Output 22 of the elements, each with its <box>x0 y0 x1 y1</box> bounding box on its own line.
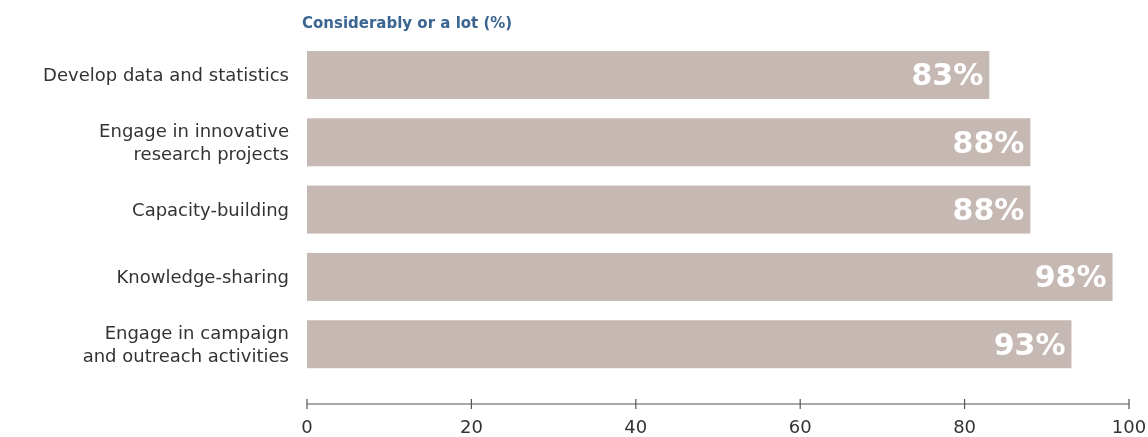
y-tick-label: Capacity-building <box>132 199 289 221</box>
x-tick-label: 40 <box>624 415 648 437</box>
data-label: 88% <box>952 192 1025 228</box>
bar <box>307 185 1031 234</box>
data-label: 88% <box>952 124 1025 160</box>
x-tick-label: 20 <box>459 415 483 437</box>
y-tick-label: Engage in campaign and outreach activities <box>82 322 289 367</box>
y-tick-label: Knowledge-sharing <box>116 266 289 288</box>
x-tick-label: 100 <box>1111 415 1147 437</box>
y-tick-label: Develop data and statistics <box>43 64 289 86</box>
bar <box>307 252 1113 301</box>
chart-title: Considerably or a lot (%) <box>302 14 513 32</box>
data-label: 83% <box>911 57 984 93</box>
y-tick-label: Engage in innovative research projects <box>99 120 289 165</box>
bar <box>307 320 1072 369</box>
bar <box>307 118 1031 167</box>
x-tick-label: 0 <box>301 415 313 437</box>
data-label: 93% <box>993 326 1066 362</box>
data-label: 98% <box>1034 259 1107 295</box>
x-tick-label: 60 <box>788 415 812 437</box>
bar <box>307 50 990 99</box>
x-tick-label: 80 <box>953 415 977 437</box>
